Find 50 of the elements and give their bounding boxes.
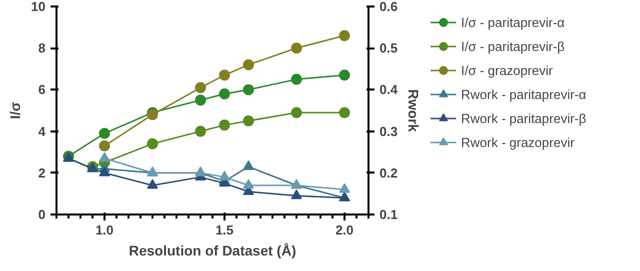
legend-label: Rwork - paritaprevir-α bbox=[461, 86, 586, 102]
point bbox=[243, 59, 254, 70]
y2-tick-label: 0.6 bbox=[380, 0, 398, 14]
point bbox=[147, 138, 158, 150]
y-axis-title: I/σ bbox=[7, 101, 24, 120]
point bbox=[339, 30, 350, 42]
point bbox=[291, 42, 302, 54]
legend-label: Rwork - grazoprevir bbox=[461, 134, 574, 150]
legend-label: I/σ - paritaprevir-α bbox=[461, 14, 565, 30]
y2-tick-label: 0.4 bbox=[380, 82, 398, 98]
point bbox=[147, 179, 158, 189]
y2-tick-label: 0.5 bbox=[380, 40, 398, 56]
y-tick-label: 2 bbox=[38, 165, 46, 180]
point bbox=[195, 82, 206, 94]
point bbox=[243, 179, 254, 189]
x-tick-label: 1.0 bbox=[95, 222, 114, 238]
point bbox=[243, 160, 254, 170]
legend-label: I/σ - grazoprevir bbox=[461, 62, 553, 78]
point bbox=[339, 107, 350, 118]
y2-axis-title: Rwork bbox=[406, 89, 422, 132]
y-tick-label: 0 bbox=[38, 207, 46, 222]
x-axis-title: Resolution of Dataset (Å) bbox=[128, 242, 296, 258]
point bbox=[99, 152, 110, 162]
y2-tick-label: 0.1 bbox=[380, 207, 398, 222]
point bbox=[99, 166, 110, 176]
point bbox=[291, 107, 302, 118]
point bbox=[99, 140, 110, 152]
x-tick-label: 2.0 bbox=[335, 222, 354, 238]
point bbox=[99, 128, 110, 139]
legend-label: Rwork - paritaprevir-β bbox=[461, 110, 586, 126]
point bbox=[219, 88, 230, 100]
y2-tick-label: 0.2 bbox=[380, 165, 398, 180]
y-tick-label: 6 bbox=[38, 82, 46, 98]
point bbox=[291, 74, 302, 85]
point bbox=[243, 115, 254, 126]
point bbox=[243, 84, 254, 96]
y2-tick-label: 0.3 bbox=[380, 124, 398, 139]
y-tick-label: 8 bbox=[38, 40, 46, 56]
point bbox=[219, 120, 230, 131]
point bbox=[339, 183, 350, 193]
point bbox=[219, 170, 230, 180]
point bbox=[195, 126, 206, 137]
y-tick-label: 4 bbox=[38, 124, 46, 139]
point bbox=[339, 70, 350, 81]
point bbox=[219, 70, 230, 81]
point bbox=[291, 190, 302, 200]
y-tick-label: 10 bbox=[31, 0, 46, 14]
point bbox=[195, 94, 206, 106]
x-tick-label: 1.5 bbox=[215, 222, 234, 238]
legend-label: I/σ - paritaprevir-β bbox=[461, 38, 565, 54]
